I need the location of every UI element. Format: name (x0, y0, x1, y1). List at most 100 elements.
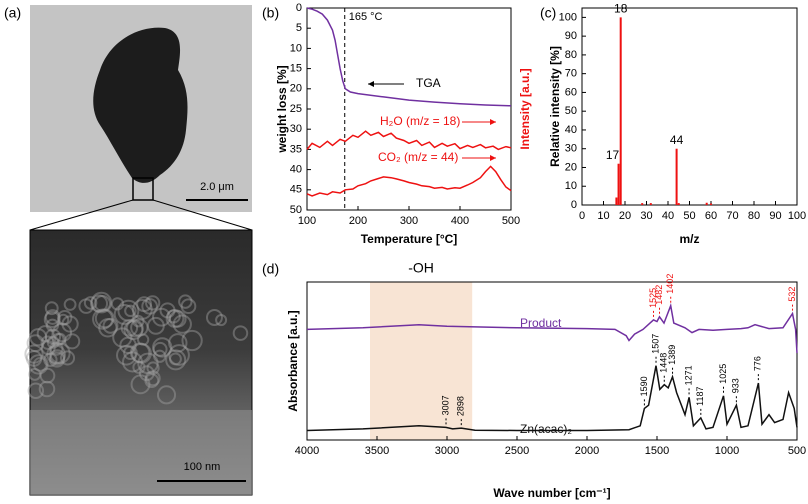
grain (156, 385, 177, 405)
panel-label: (d) (262, 261, 279, 277)
grain (168, 333, 188, 353)
y-axis-label: weight loss [%] (275, 65, 289, 153)
x-tick-label: 3000 (435, 445, 459, 457)
y2-axis-label: Intensity [a.u.] (518, 68, 532, 149)
grain (29, 328, 48, 347)
y-tick-label: 35 (290, 143, 302, 155)
peak-label: 18 (614, 2, 628, 16)
grain (92, 308, 114, 330)
grain (144, 370, 161, 387)
y-tick-label: 50 (565, 105, 577, 117)
grain (90, 294, 109, 313)
y-tick-label: 60 (565, 86, 577, 98)
grain (40, 335, 55, 350)
grain (130, 318, 149, 337)
grain (146, 316, 165, 335)
grain (180, 298, 197, 315)
grain (120, 319, 139, 337)
grain (172, 314, 192, 334)
grain (205, 309, 223, 326)
peak-label: 1507 (650, 334, 660, 354)
y-tick-label: 25 (290, 103, 302, 115)
grain (43, 352, 58, 368)
annotation: CO₂ (m/z = 44) (378, 150, 458, 164)
y-tick-label: 30 (290, 123, 302, 135)
grain (168, 344, 190, 366)
zoom-line (29, 199, 134, 231)
grain (24, 344, 44, 364)
panel-label: (b) (262, 5, 279, 21)
grain (98, 318, 118, 338)
series-line (306, 165, 512, 197)
grain (131, 299, 153, 320)
panel-label: (c) (540, 5, 556, 21)
series-line (306, 130, 512, 151)
x-tick-label: 2500 (505, 445, 529, 457)
peak-label: 1590 (639, 376, 649, 396)
y-tick-label: 0 (571, 199, 577, 211)
peak-label: 1482 (654, 285, 664, 305)
series-label: Product (520, 316, 562, 330)
annotation: TGA (416, 76, 441, 90)
grain (136, 296, 153, 313)
grain (53, 332, 67, 346)
peak-label: 44 (670, 133, 684, 147)
series-line (306, 7, 512, 107)
grain (132, 360, 146, 374)
grain (159, 302, 176, 319)
peak-label: 1448 (659, 353, 669, 373)
band-label: -OH (408, 260, 434, 276)
x-tick-label: 400 (451, 215, 469, 227)
plot-frame (306, 7, 512, 211)
y-tick-label: 40 (565, 124, 577, 136)
grain (44, 328, 62, 345)
grain (137, 352, 159, 375)
y-tick-label: 20 (290, 83, 302, 95)
grain (57, 310, 73, 326)
panel-a: (a) 2.0 μm 100 nm (4, 5, 253, 496)
peak-label: 933 (731, 378, 741, 393)
x-tick-label: 30 (640, 210, 652, 222)
grain (129, 342, 151, 363)
x-tick-label: 10 (597, 210, 609, 222)
y-tick-label: 0 (296, 2, 302, 14)
grain (46, 344, 66, 365)
x-tick-label: 80 (748, 210, 760, 222)
grain (124, 304, 137, 318)
grain (153, 349, 167, 363)
y-axis-label: Absorbance [a.u.] (286, 310, 300, 411)
grain (116, 344, 137, 366)
grain (51, 332, 65, 346)
peak-label: 1389 (667, 345, 677, 365)
x-tick-label: 100 (298, 215, 316, 227)
x-tick-label: 300 (400, 215, 418, 227)
y-tick-label: 80 (565, 49, 577, 61)
x-tick-label: 2000 (575, 445, 599, 457)
grain (49, 341, 64, 356)
y-tick-label: 10 (290, 42, 302, 54)
grain (46, 335, 60, 349)
peak-label: 1271 (683, 365, 693, 385)
peak-label: 1187 (695, 387, 705, 406)
peak-label: 2898 (456, 396, 466, 416)
grain (43, 311, 61, 328)
x-tick-label: 20 (619, 210, 631, 222)
y-tick-label: 20 (565, 161, 577, 173)
grain (178, 294, 193, 309)
grains (24, 291, 252, 495)
bar (619, 17, 622, 206)
x-axis-label: Wave number [cm⁻¹] (493, 486, 610, 500)
arrow-head (368, 81, 374, 87)
grain (78, 298, 94, 314)
bar (710, 203, 712, 205)
x-tick-label: 3500 (365, 445, 389, 457)
y-tick-label: 100 (559, 11, 577, 23)
grain (145, 295, 161, 311)
x-tick-label: 70 (726, 210, 738, 222)
grain (113, 303, 135, 325)
grain (215, 314, 228, 327)
grain (49, 342, 71, 365)
grain (102, 317, 119, 334)
bar (617, 163, 620, 205)
band (370, 282, 473, 440)
